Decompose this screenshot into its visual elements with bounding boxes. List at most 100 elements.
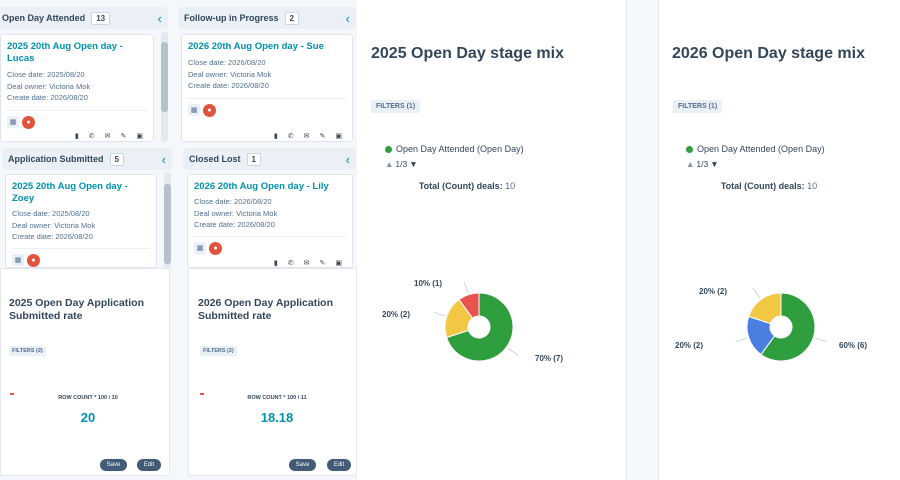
column-header-closed-lost[interactable]: Closed Lost 1 ‹: [183, 148, 356, 170]
note-icon[interactable]: ▮: [273, 260, 278, 267]
email-icon[interactable]: ✉: [104, 133, 111, 140]
filters-button[interactable]: FILTERS (1): [673, 100, 723, 113]
page-indicator: 1/3: [696, 159, 709, 169]
scrollbar-thumb[interactable]: [161, 42, 168, 112]
email-icon[interactable]: ✉: [303, 133, 310, 140]
slice-leader-line: [507, 347, 519, 356]
slice-label: 20% (2): [382, 310, 410, 319]
report-title: 2025 Open Day stage mix: [371, 45, 564, 62]
edit-button[interactable]: Edit: [137, 459, 161, 471]
filters-button[interactable]: FILTERS (2): [9, 346, 46, 356]
rate-report-2026: 2026 Open Day Application Submitted rate…: [188, 268, 357, 476]
building-icon[interactable]: ▦: [188, 104, 200, 116]
column-scrollbar[interactable]: [164, 172, 171, 268]
call-icon[interactable]: ✆: [88, 133, 95, 140]
collapse-chevron-icon[interactable]: ‹: [157, 10, 162, 26]
kanban-board: Open Day Attended 13 ‹ Follow-up in Prog…: [0, 0, 360, 268]
close-date: Close date: 2026/08/20: [188, 58, 266, 67]
total-label: Total (Count) deals:: [720, 181, 805, 191]
next-page-icon[interactable]: ▼: [409, 159, 418, 169]
create-date: Create date: 2026/08/20: [188, 81, 269, 90]
calendar-icon[interactable]: ▣: [136, 133, 143, 140]
edit-icon[interactable]: ✎: [319, 260, 326, 267]
calendar-icon[interactable]: ▣: [335, 260, 342, 267]
call-icon[interactable]: ✆: [287, 133, 294, 140]
total-count: Total (Count) deals: 10: [659, 181, 879, 191]
edit-icon[interactable]: ✎: [319, 133, 326, 140]
deal-owner: Deal owner: Victoria Mok: [194, 208, 278, 218]
pie-slice[interactable]: [760, 292, 816, 362]
create-date: Create date: 2026/08/20: [7, 93, 88, 102]
scrollbar-thumb[interactable]: [164, 184, 171, 264]
building-icon[interactable]: ▦: [194, 242, 206, 254]
close-date: Close date: 2025/08/20: [7, 70, 85, 79]
slice-leader-line: [433, 311, 445, 317]
next-page-icon[interactable]: ▼: [710, 159, 719, 169]
collapse-chevron-icon[interactable]: ‹: [161, 151, 166, 167]
column-count: 13: [91, 11, 111, 25]
column-header-follow-up[interactable]: Follow-up in Progress 2 ‹: [178, 7, 356, 29]
save-button[interactable]: Save: [100, 459, 127, 471]
slice-label: 20% (2): [675, 341, 703, 350]
stage-mix-report-2026: [628, 0, 658, 480]
edit-icon[interactable]: ✎: [120, 133, 127, 140]
legend-label: Open Day Attended (Open Day): [697, 144, 825, 154]
legend-label: Open Day Attended (Open Day): [396, 144, 524, 154]
deal-owner: Deal owner: Victoria Mok: [188, 69, 272, 79]
total-label: Total (Count) deals:: [418, 181, 503, 191]
collapse-chevron-icon[interactable]: ‹: [345, 10, 350, 26]
owner-avatar-icon[interactable]: ●: [22, 115, 35, 129]
column-header-open-day-attended[interactable]: Open Day Attended 13 ‹: [0, 7, 168, 29]
create-date: Create date: 2026/08/20: [12, 232, 93, 241]
column-count: 5: [109, 152, 124, 166]
collapse-chevron-icon[interactable]: ‹: [345, 151, 350, 167]
legend-pager: ▲ 1/3 ▼: [385, 159, 418, 169]
legend-swatch: [686, 145, 693, 153]
create-date: Create date: 2026/08/20: [194, 220, 275, 229]
pie-slice[interactable]: [458, 292, 480, 319]
filters-button[interactable]: FILTERS (2): [200, 346, 237, 356]
slice-label: 70% (7): [535, 354, 563, 363]
building-icon[interactable]: ▦: [12, 254, 24, 266]
legend-item[interactable]: Open Day Attended (Open Day): [385, 144, 524, 154]
donut-chart-2025: 70% (7) 20% (2) 10% (1): [382, 279, 563, 363]
deal-title[interactable]: 2025 20th Aug Open day - Zoey: [12, 181, 128, 204]
column-scrollbar[interactable]: [161, 32, 168, 142]
deal-title[interactable]: 2025 20th Aug Open day - Lucas: [7, 41, 123, 64]
deal-card[interactable]: 2026 20th Aug Open day - Lily Close date…: [187, 174, 353, 268]
email-icon[interactable]: ✉: [303, 260, 310, 267]
report-title: 2025 Open Day Application Submitted rate: [9, 297, 144, 322]
calendar-icon[interactable]: ▣: [335, 133, 342, 140]
prev-page-icon[interactable]: ▲: [385, 159, 394, 169]
save-button[interactable]: Save: [289, 459, 316, 471]
red-marker: [200, 393, 204, 395]
note-icon[interactable]: ▮: [74, 133, 79, 140]
deal-owner: Deal owner: Victoria Mok: [7, 81, 91, 91]
call-icon[interactable]: ✆: [287, 260, 294, 267]
deal-title[interactable]: 2026 20th Aug Open day - Lily: [194, 181, 329, 192]
filters-button[interactable]: FILTERS (1): [371, 100, 421, 113]
legend-pager: ▲ 1/3 ▼: [686, 159, 719, 169]
edit-button[interactable]: Edit: [327, 459, 351, 471]
deal-card[interactable]: 2025 20th Aug Open day - Lucas Close dat…: [0, 34, 154, 142]
owner-avatar-icon[interactable]: ●: [203, 103, 216, 117]
owner-avatar-icon[interactable]: ●: [209, 241, 222, 255]
column-name: Application Submitted: [8, 154, 104, 164]
note-icon[interactable]: ▮: [273, 133, 278, 140]
deal-title[interactable]: 2026 20th Aug Open day - Sue: [188, 41, 324, 52]
column-name: Closed Lost: [189, 154, 241, 164]
pie-slice[interactable]: [446, 292, 514, 362]
slice-leader-line: [463, 281, 469, 293]
prev-page-icon[interactable]: ▲: [686, 159, 695, 169]
deal-owner: Deal owner: Victoria Mok: [12, 220, 96, 230]
close-date: Close date: 2026/08/20: [194, 197, 272, 206]
building-icon[interactable]: ▦: [7, 116, 19, 128]
pie-slice[interactable]: [748, 292, 782, 325]
deal-card[interactable]: 2025 20th Aug Open day - Zoey Close date…: [5, 174, 157, 268]
column-header-application-submitted[interactable]: Application Submitted 5 ‹: [2, 148, 172, 170]
legend-item[interactable]: Open Day Attended (Open Day): [686, 144, 825, 154]
deal-card[interactable]: 2026 20th Aug Open day - Sue Close date:…: [181, 34, 353, 142]
owner-avatar-icon[interactable]: ●: [27, 253, 40, 267]
slice-leader-line: [815, 337, 827, 343]
total-count: Total (Count) deals: 10: [357, 181, 577, 191]
